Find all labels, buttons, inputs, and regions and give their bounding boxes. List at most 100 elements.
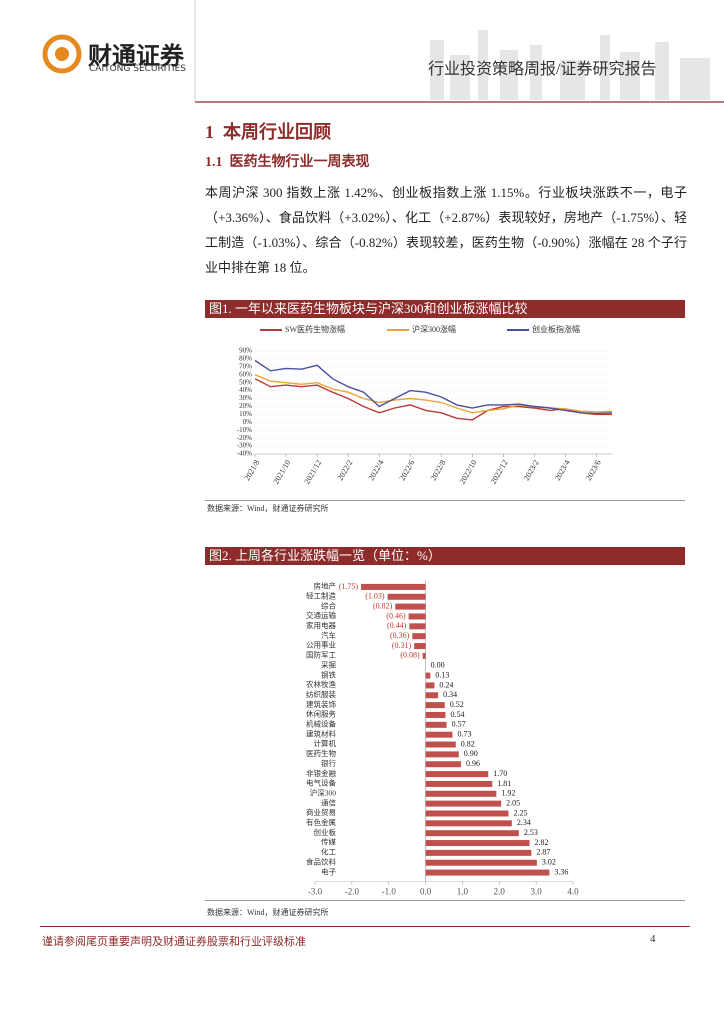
y-tick-label: 30%	[239, 394, 252, 402]
bar-chart: -3.0 -2.0 -1.0 0.0 1.0 2.0 3.0 4.0 房地产 (1.75)轻工制造…	[306, 580, 579, 897]
bar	[425, 711, 446, 718]
bar	[425, 810, 509, 817]
bar	[361, 583, 426, 590]
line-series	[254, 378, 612, 421]
value-label: 0.54	[450, 710, 464, 719]
y-tick-label: 钢铁	[321, 669, 336, 679]
value-label: 0.96	[466, 759, 480, 768]
bar	[425, 682, 435, 689]
y-tick-label: 汽车	[321, 630, 336, 640]
x-tick-label: 2023/2	[522, 458, 541, 482]
bar	[425, 849, 532, 856]
figure-source: 数据来源：Wind，财通证券研究所	[207, 908, 329, 917]
bar	[412, 633, 426, 640]
value-label: (0.36)	[390, 631, 410, 640]
y-tick-label: 电气设备	[306, 778, 336, 788]
bar	[425, 741, 456, 748]
y-tick-label: -20%	[237, 434, 252, 442]
figure-title: 图2. 上周各行业涨跌幅一览（单位：%）	[205, 547, 685, 565]
x-tick-label: -2.0	[345, 887, 360, 897]
y-tick-label: 通信	[321, 797, 336, 807]
x-tick-label: -3.0	[308, 887, 323, 897]
legend-label: 沪深300涨幅	[412, 324, 456, 334]
y-tick-label: 医药生物	[306, 748, 336, 758]
x-tick-label: 0.0	[420, 887, 432, 897]
footer-rule	[40, 926, 690, 927]
value-label: 3.02	[542, 858, 556, 867]
value-label: 3.36	[554, 867, 568, 876]
skyline	[430, 30, 710, 100]
value-label: 2.82	[535, 838, 549, 847]
value-label: (1.75)	[339, 582, 359, 591]
figure-rule	[205, 500, 685, 501]
y-tick-label: 交通运输	[306, 610, 336, 620]
bar	[395, 603, 426, 610]
bar	[387, 593, 426, 600]
bar	[425, 840, 530, 847]
bar	[425, 751, 459, 758]
value-label: 0.52	[450, 700, 464, 709]
subsection-title: 医药生物行业一周表现	[229, 155, 370, 170]
x-tick-label: 2023/4	[553, 458, 572, 482]
bar	[422, 652, 426, 659]
legend-label: SW医药生物涨幅	[285, 324, 345, 334]
value-label: 2.34	[517, 818, 531, 827]
y-tick-label: -10%	[237, 426, 252, 434]
y-tick-label: 0%	[243, 418, 253, 426]
bar	[408, 613, 426, 620]
value-label: 2.87	[536, 848, 550, 857]
value-label: 0.57	[452, 720, 466, 729]
bar	[414, 643, 426, 650]
x-tick-label: 2022/2	[336, 458, 355, 482]
line-chart: -40%-30%-20%-10%0%10%20%30%40%50%60%70%8…	[237, 324, 613, 486]
value-label: 0.13	[435, 670, 449, 679]
y-tick-label: -30%	[237, 442, 252, 450]
page-number: 4	[650, 933, 656, 945]
y-tick-label: 采掘	[321, 659, 336, 669]
bar	[425, 869, 550, 876]
legend-label: 创业板指涨幅	[532, 324, 580, 334]
value-label: (0.46)	[386, 611, 406, 620]
bar	[425, 780, 493, 787]
x-tick-label: 2021/12	[302, 458, 323, 485]
value-label: 0.00	[431, 661, 445, 670]
bar	[409, 623, 426, 630]
x-tick-label: 4.0	[567, 887, 579, 897]
bar	[425, 721, 447, 728]
value-label: 1.70	[493, 769, 507, 778]
bar	[425, 771, 489, 778]
x-tick-label: 2022/4	[367, 458, 386, 482]
value-label: (0.44)	[387, 621, 407, 630]
x-tick-label: 2022/12	[489, 458, 510, 485]
figure-title: 图1. 一年以来医药生物板块与沪深300和创业板涨幅比较	[205, 300, 685, 318]
bar	[425, 702, 445, 709]
y-tick-label: -40%	[237, 450, 252, 458]
y-tick-label: 60%	[239, 370, 252, 378]
logo-subtext: CAITONG SECURITIES	[89, 64, 186, 74]
y-tick-label: 有色金属	[306, 817, 336, 827]
x-tick-label: 2022/10	[458, 458, 479, 485]
x-tick-label: 2023/6	[584, 458, 603, 482]
y-tick-label: 轻工制造	[306, 590, 336, 600]
x-tick-label: 2021/8	[242, 458, 261, 482]
report-type: 行业投资策略周报/证券研究报告	[428, 61, 657, 78]
y-tick-label: 电子	[321, 866, 336, 876]
value-label: 0.90	[464, 749, 478, 758]
y-tick-label: 90%	[239, 347, 252, 355]
bar	[425, 672, 431, 679]
value-label: 0.73	[457, 730, 471, 739]
value-label: 0.82	[461, 739, 475, 748]
bar	[425, 830, 519, 837]
value-label: (0.31)	[392, 641, 412, 650]
bar	[425, 731, 453, 738]
logo-core	[55, 47, 69, 61]
bar	[425, 820, 512, 827]
value-label: 1.81	[497, 779, 511, 788]
y-tick-label: 非银金融	[306, 768, 336, 778]
value-label: 2.05	[506, 798, 520, 807]
section-title: 本周行业回顾	[223, 122, 331, 142]
bar	[425, 800, 502, 807]
section-number: 1	[205, 122, 214, 142]
y-tick-label: 公用事业	[306, 640, 336, 650]
x-tick-label: 2.0	[494, 887, 506, 897]
